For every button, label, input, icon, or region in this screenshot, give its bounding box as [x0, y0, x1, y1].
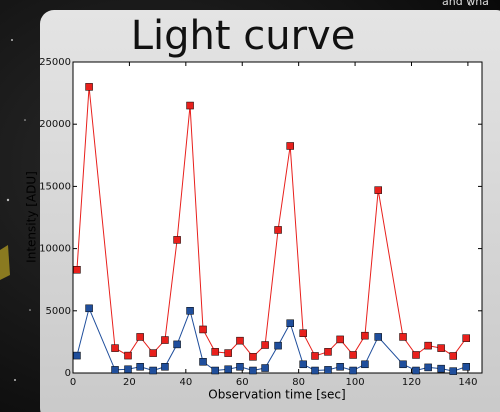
data-point — [150, 350, 157, 357]
screenshot: and wha Light curve Intensity [ADU] Obse… — [0, 0, 500, 412]
x-tick-label: 80 — [292, 377, 305, 388]
data-point — [73, 266, 80, 273]
data-point — [438, 365, 445, 372]
data-point — [412, 367, 419, 374]
data-point — [262, 342, 269, 349]
data-point — [275, 226, 282, 233]
data-point — [412, 351, 419, 358]
data-point — [112, 345, 119, 352]
data-point — [350, 351, 357, 358]
data-point — [73, 352, 80, 359]
data-point — [324, 366, 331, 373]
data-point — [300, 330, 307, 337]
data-point — [212, 367, 219, 374]
data-point — [463, 363, 470, 370]
data-point — [86, 305, 93, 312]
data-point — [300, 361, 307, 368]
y-tick-label: 15000 — [39, 181, 71, 192]
data-point — [361, 361, 368, 368]
plot-area — [73, 62, 482, 373]
data-point — [287, 142, 294, 149]
data-point — [249, 353, 256, 360]
page: {"chart_data": {"type": "line", "title":… — [0, 0, 500, 412]
data-point — [225, 366, 232, 373]
x-tick-label: 120 — [402, 377, 421, 388]
data-point — [125, 352, 132, 359]
data-point — [312, 352, 319, 359]
data-point — [463, 335, 470, 342]
data-point — [450, 368, 457, 375]
data-point — [150, 367, 157, 374]
data-point — [287, 320, 294, 327]
data-point — [161, 363, 168, 370]
data-point — [212, 348, 219, 355]
data-point — [249, 367, 256, 374]
data-point — [200, 358, 207, 365]
x-axis-label: Observation time [sec] — [208, 388, 345, 402]
y-axis-label: Intensity [ADU] — [25, 171, 39, 263]
data-point — [425, 342, 432, 349]
corner-text: and wha — [442, 0, 489, 8]
data-point — [337, 336, 344, 343]
data-point — [425, 364, 432, 371]
x-tick-label: 140 — [458, 377, 477, 388]
data-point — [400, 361, 407, 368]
data-point — [236, 363, 243, 370]
data-point — [187, 307, 194, 314]
data-point — [450, 352, 457, 359]
data-point — [350, 367, 357, 374]
data-point — [174, 341, 181, 348]
y-tick-label: 20000 — [39, 119, 71, 130]
x-tick-label: 100 — [346, 377, 365, 388]
data-point — [125, 366, 132, 373]
y-tick-label: 5000 — [46, 306, 71, 317]
data-point — [324, 348, 331, 355]
data-point — [337, 363, 344, 370]
x-tick-label: 60 — [236, 377, 249, 388]
data-point — [112, 366, 119, 373]
data-point — [137, 333, 144, 340]
data-point — [375, 333, 382, 340]
data-point — [312, 367, 319, 374]
y-tick-label: 25000 — [39, 57, 71, 68]
x-tick-label: 40 — [179, 377, 192, 388]
data-point — [375, 187, 382, 194]
data-point — [225, 350, 232, 357]
data-point — [174, 236, 181, 243]
x-tick-label: 20 — [123, 377, 136, 388]
data-point — [236, 337, 243, 344]
data-point — [86, 83, 93, 90]
x-tick-label: 0 — [70, 377, 76, 388]
data-point — [361, 332, 368, 339]
data-point — [137, 363, 144, 370]
data-point — [438, 345, 445, 352]
data-point — [187, 102, 194, 109]
data-point — [161, 337, 168, 344]
data-point — [262, 365, 269, 372]
data-point — [275, 342, 282, 349]
y-tick-label: 10000 — [39, 244, 71, 255]
data-point — [400, 333, 407, 340]
chart-title: Light curve — [131, 13, 356, 59]
data-point — [200, 326, 207, 333]
